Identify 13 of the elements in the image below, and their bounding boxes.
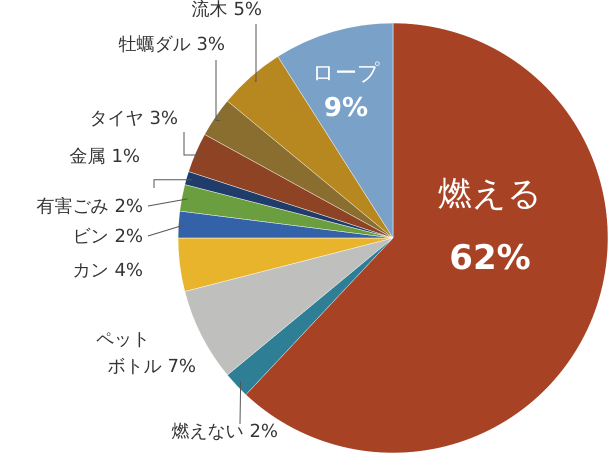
data-label: 9% [324, 93, 368, 123]
slice-label: 有害ごみ 2% [36, 196, 143, 217]
slice-label: 金属 1% [70, 146, 140, 167]
slice-label: カン 4% [72, 260, 143, 281]
slice-label: タイヤ 3% [90, 108, 178, 129]
slice-label: 牡蠣ダル 3% [118, 34, 225, 55]
slice-label: 燃えない 2% [172, 421, 278, 442]
slice-label: ロープ [312, 61, 380, 86]
slice-label: ペットボトル 7% [96, 329, 196, 377]
data-label: 62% [449, 238, 531, 278]
slice-label: 燃える [438, 174, 542, 214]
slice-label: 流木 5% [192, 0, 262, 20]
slice-label: ビン 2% [72, 226, 143, 247]
